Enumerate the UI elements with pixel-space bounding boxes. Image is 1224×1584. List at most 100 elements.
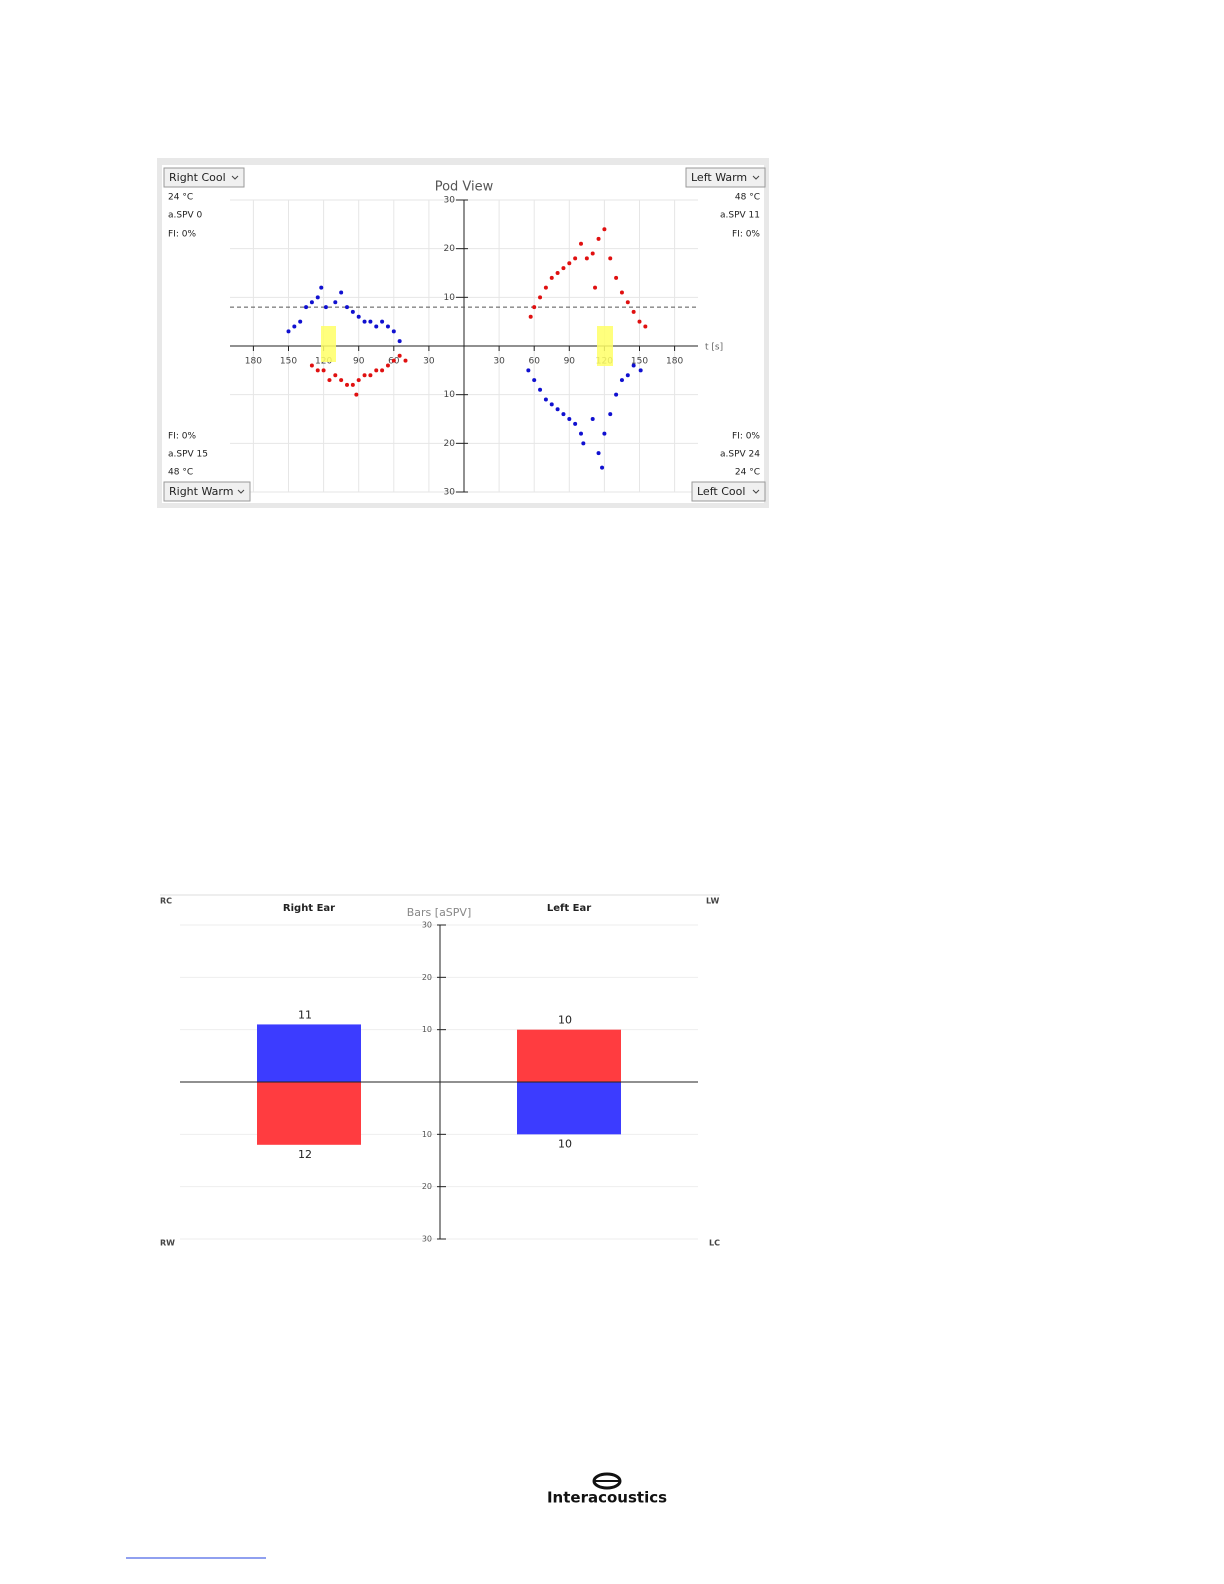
data-point	[333, 300, 338, 305]
bar-up	[517, 1029, 621, 1082]
data-point	[309, 363, 314, 368]
bar-up	[257, 1024, 361, 1082]
y-tick-label: 30	[444, 196, 456, 206]
dropdown-chevron	[752, 175, 760, 180]
y-tick-label: 20	[444, 244, 456, 254]
y-tick-label: 30	[444, 488, 456, 498]
data-point	[600, 465, 605, 470]
value-label: 10	[558, 1014, 572, 1027]
data-point	[631, 309, 636, 314]
data-point	[538, 387, 543, 392]
data-point	[573, 256, 578, 261]
y-tick-label: 10	[444, 293, 456, 303]
data-point	[631, 363, 636, 368]
highlight	[597, 326, 613, 366]
y-tick-label: 20	[444, 439, 456, 449]
data-point	[380, 319, 385, 324]
data-point	[309, 300, 314, 305]
data-point	[638, 368, 643, 373]
data-point	[619, 378, 624, 383]
y-tick-label: 20	[422, 973, 432, 982]
dropdown-chevron	[237, 489, 245, 494]
x-tick-label: 60	[528, 357, 540, 367]
data-point	[590, 417, 595, 421]
dropdown-chevron	[231, 175, 239, 180]
data-point	[368, 319, 373, 324]
data-point	[555, 407, 560, 412]
bar-down	[517, 1082, 621, 1135]
dropdown[interactable]	[691, 481, 766, 502]
data-point	[286, 329, 291, 334]
x-tick-label: 180	[666, 357, 683, 367]
data-point	[619, 290, 624, 295]
pod-panel	[162, 165, 764, 503]
x-tick-label: 90	[564, 357, 576, 367]
value-label: 12	[298, 1148, 312, 1161]
data-point	[528, 314, 533, 319]
y-tick-label: 10	[422, 1130, 432, 1139]
data-point	[345, 305, 349, 310]
data-point	[549, 275, 554, 280]
data-point	[596, 451, 601, 456]
data-point	[538, 295, 543, 300]
data-point	[637, 319, 642, 324]
dropdown[interactable]	[163, 167, 245, 188]
category-label: Right Ear	[283, 903, 335, 914]
bar-down	[257, 1082, 361, 1145]
bars-title: Bars [aSPV]	[407, 906, 472, 919]
highlight	[321, 326, 336, 362]
data-point	[397, 339, 402, 344]
pod-title: Pod View	[435, 180, 494, 195]
dropdown[interactable]	[163, 481, 251, 502]
quadrant-info: FI: 0%	[732, 230, 760, 240]
data-point	[532, 305, 537, 310]
quadrant-info: 24 °C	[168, 193, 193, 203]
quadrant-info: FI: 0%	[168, 230, 196, 240]
y-tick-label: 30	[422, 1235, 432, 1244]
x-tick-label: 150	[631, 357, 648, 367]
data-point	[362, 373, 367, 378]
data-point	[602, 431, 607, 436]
data-point	[350, 382, 355, 387]
x-tick-label: 90	[353, 357, 365, 367]
data-point	[614, 392, 619, 397]
quadrant-info: FI: 0%	[168, 432, 196, 442]
data-point	[596, 236, 601, 241]
data-point	[579, 431, 583, 436]
data-point	[549, 402, 554, 407]
x-tick-label: 30	[493, 357, 505, 367]
value-label: 11	[298, 1008, 312, 1021]
quadrant-info: a.SPV 11	[720, 211, 760, 221]
quadrant-info: a.SPV 24	[720, 450, 760, 460]
data-point	[380, 368, 385, 373]
data-point	[579, 241, 583, 246]
data-point	[385, 324, 390, 329]
data-point	[374, 324, 379, 329]
data-point	[543, 397, 548, 402]
data-point	[292, 324, 297, 329]
data-point	[602, 227, 607, 232]
dropdown-chevron	[752, 489, 760, 494]
data-point	[625, 300, 630, 305]
quadrant-info: FI: 0%	[732, 432, 760, 442]
data-point	[339, 290, 344, 295]
data-point	[315, 295, 320, 300]
data-point	[590, 251, 595, 256]
y-tick-label: 10	[422, 1025, 432, 1034]
data-point	[374, 368, 379, 373]
dropdown[interactable]	[685, 167, 766, 188]
value-label: 10	[558, 1137, 572, 1150]
y-tick-label: 10	[444, 390, 456, 400]
data-point	[397, 353, 402, 358]
dropdown-label: Right Cool	[169, 171, 226, 184]
data-point	[327, 378, 332, 383]
data-point	[567, 417, 572, 421]
quadrant-info: a.SPV 15	[168, 450, 208, 460]
data-point	[354, 392, 359, 397]
data-point	[319, 285, 324, 290]
dropdown-label: Left Cool	[697, 485, 745, 498]
data-point	[356, 378, 361, 383]
y-tick-label: 30	[422, 921, 432, 930]
data-point	[625, 373, 630, 378]
